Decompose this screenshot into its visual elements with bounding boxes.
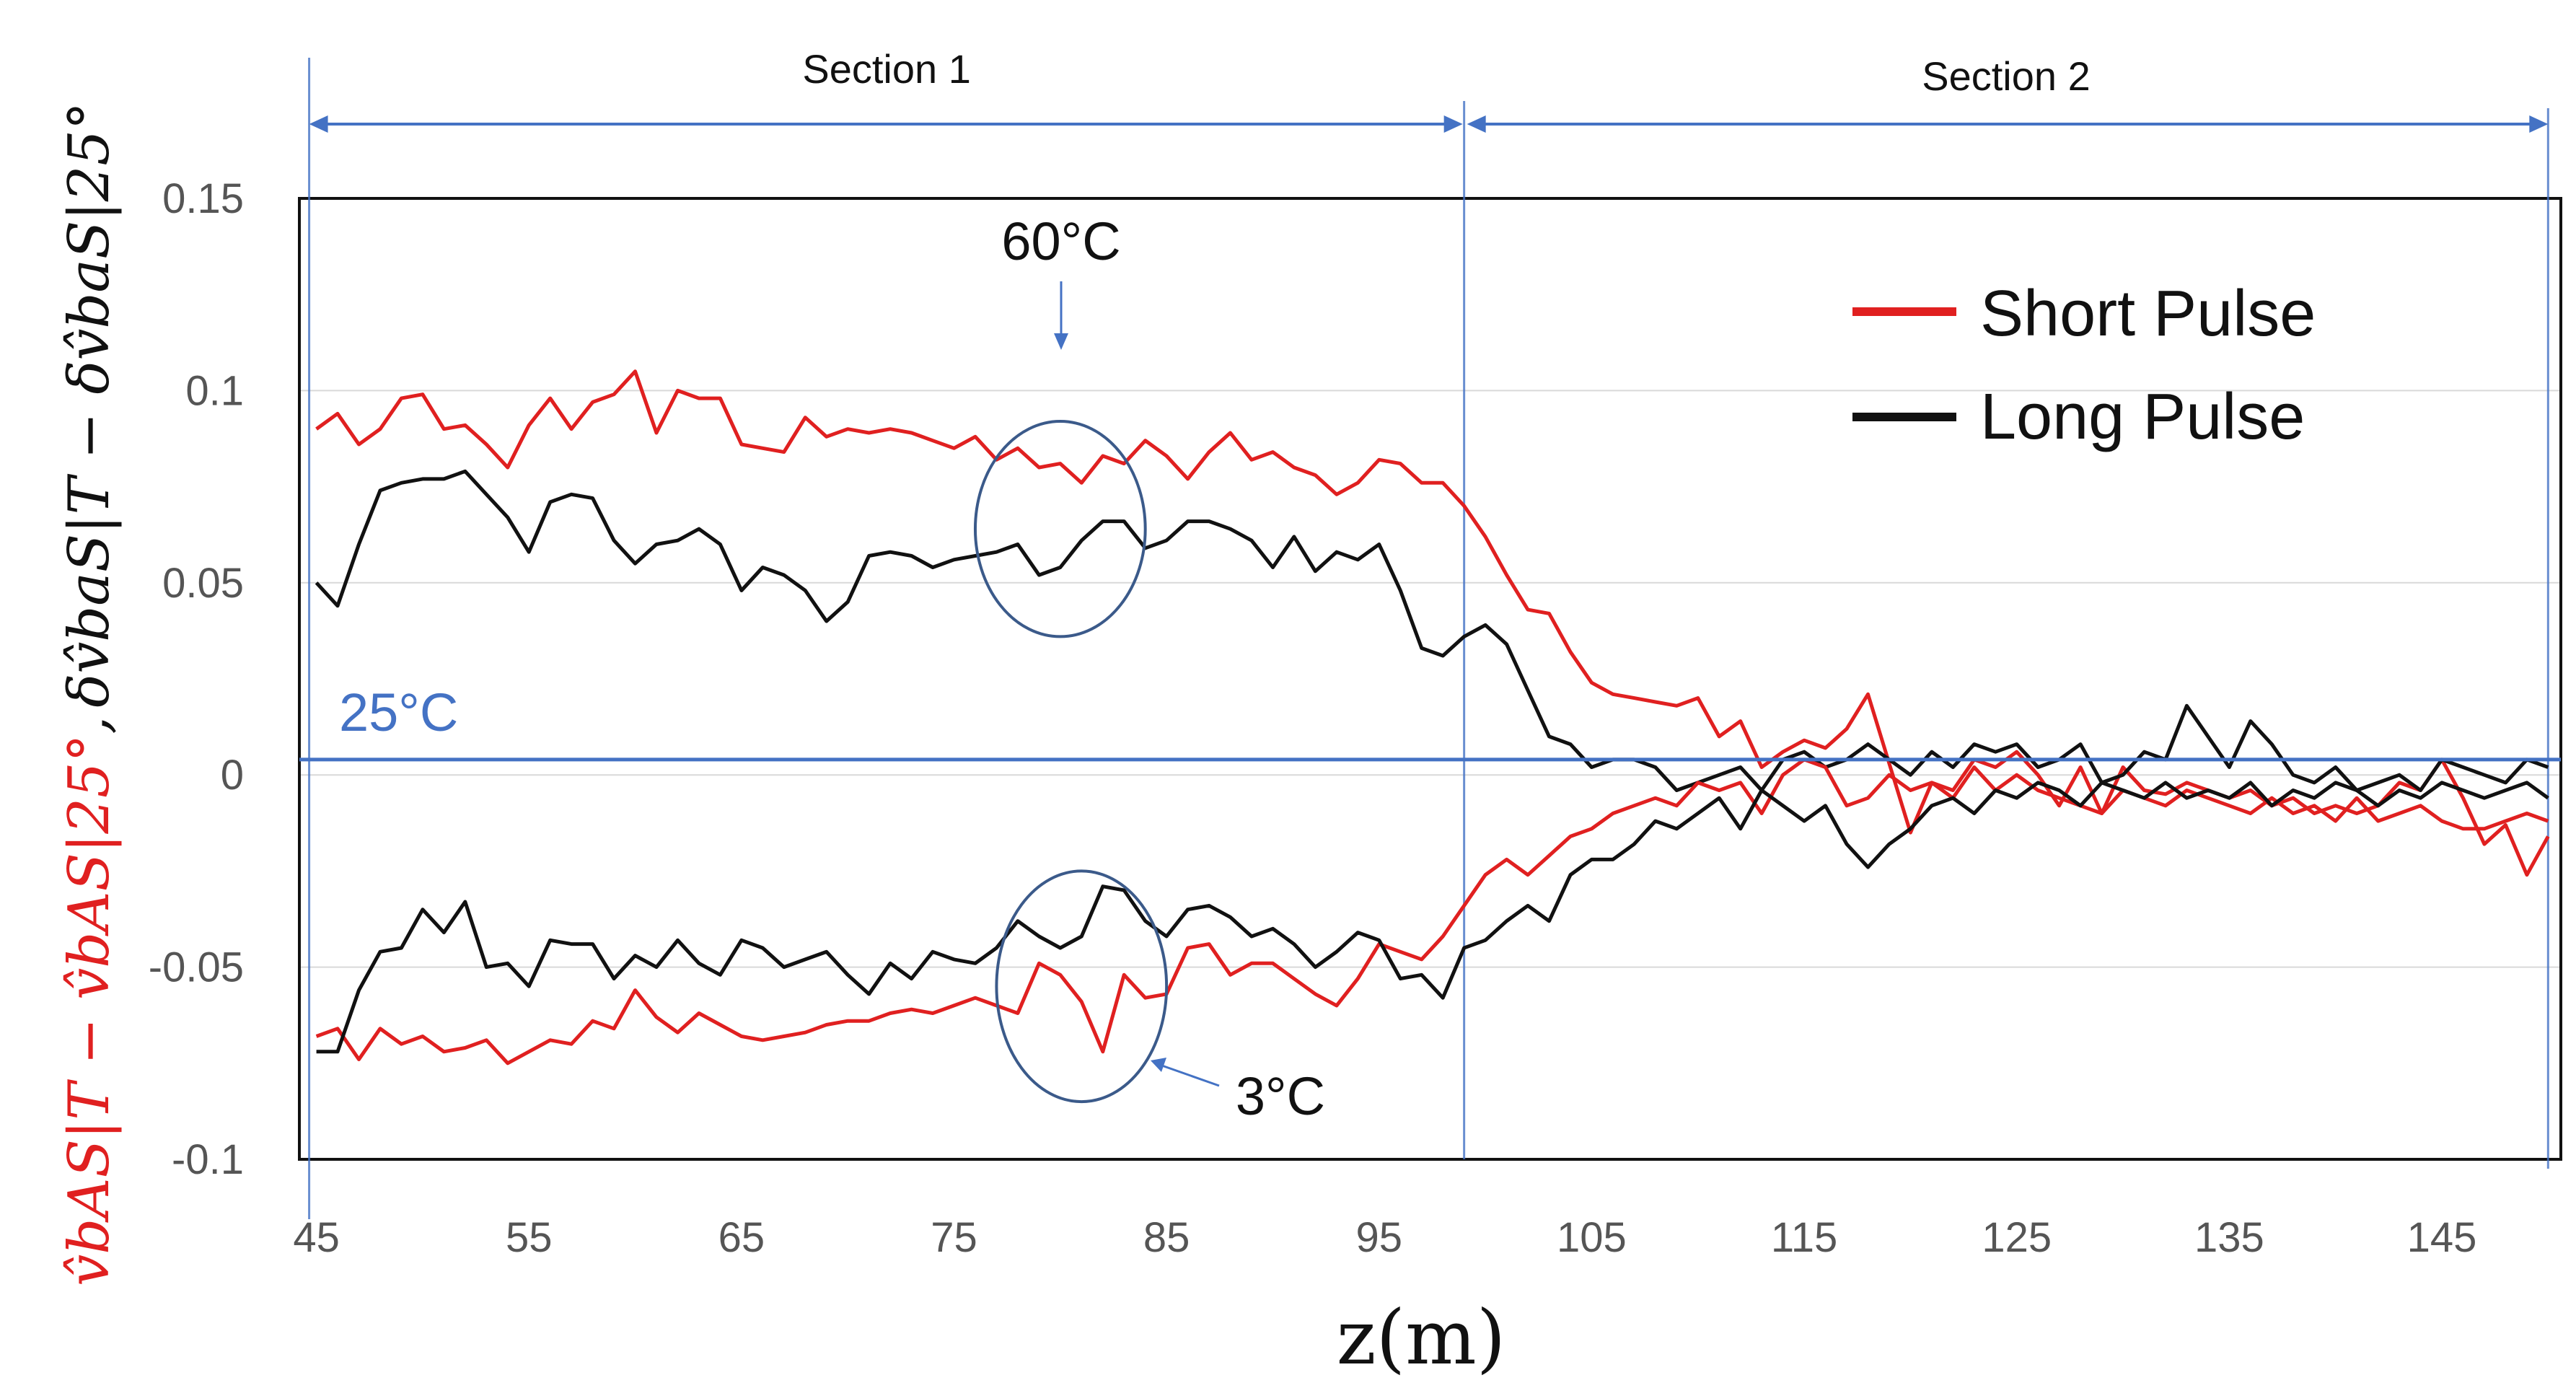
legend-label-short-pulse: Short Pulse — [1980, 278, 2316, 350]
y-tick-label: 0.15 — [162, 175, 244, 222]
x-tick-label: 145 — [2407, 1214, 2477, 1261]
annotation-60c-arrowhead — [1054, 333, 1068, 350]
y-tick-label: -0.05 — [149, 944, 244, 991]
annotation-3c-arrow — [1157, 1063, 1220, 1087]
annotation-3c-label: 3°C — [1236, 1066, 1325, 1126]
x-tick-label: 65 — [718, 1214, 765, 1261]
plot-area-frame — [298, 197, 2562, 1161]
annotation-60c-label: 60°C — [1001, 211, 1120, 271]
x-tick-label: 95 — [1356, 1214, 1403, 1261]
series-line-long-pulse-lower — [316, 781, 2549, 1054]
series-line-long-pulse-upper — [315, 469, 2549, 792]
section-1-label: Section 1 — [802, 46, 971, 92]
y-tick-label: 0.1 — [185, 367, 244, 414]
y-axis-label-separator: , — [57, 716, 122, 734]
y-tick-label: -0.1 — [172, 1136, 244, 1183]
x-tick-label: 75 — [931, 1214, 977, 1261]
x-axis-ticks: 45 55 65 75 85 95 105 115 125 135 145 — [293, 1214, 2476, 1261]
x-tick-label: 135 — [2194, 1214, 2264, 1261]
y-axis-label-red: v̂bAS|T − v̂bAS|25° — [57, 734, 122, 1286]
x-tick-label: 45 — [293, 1214, 340, 1261]
y-axis-label-black: δv̂baS|T − δv̂baS|25° — [57, 102, 122, 708]
x-tick-label: 55 — [506, 1214, 553, 1261]
section-2-label: Section 2 — [1922, 53, 2091, 99]
y-axis-label: v̂bAS|T − v̂bAS|25°, δv̂baS|T − δv̂baS|25… — [57, 102, 122, 1286]
section-arrowhead — [2529, 115, 2549, 133]
x-axis-label: z(m) — [1337, 1293, 1506, 1382]
x-tick-label: 85 — [1143, 1214, 1190, 1261]
gridlines — [299, 390, 2561, 968]
legend-label-long-pulse: Long Pulse — [1980, 381, 2305, 453]
series-line-short-pulse-lower — [315, 757, 2549, 1066]
x-tick-label: 125 — [1982, 1214, 2052, 1261]
reference-label-25c: 25°C — [339, 682, 458, 742]
x-tick-label: 115 — [1771, 1214, 1837, 1261]
annotation-3c-ellipse — [995, 869, 1169, 1104]
section-arrowhead — [1443, 115, 1463, 133]
section-arrowhead — [309, 115, 328, 133]
y-axis-ticks: 0.15 0.1 0.05 0 -0.05 -0.1 — [149, 175, 244, 1183]
y-tick-label: 0.05 — [162, 560, 244, 607]
section-markers: Section 1 Section 2 — [308, 46, 2549, 1219]
y-tick-label: 0 — [221, 752, 244, 799]
series-layer — [315, 369, 2550, 1066]
annotation-60c-ellipse — [973, 420, 1147, 638]
x-tick-label: 105 — [1557, 1214, 1627, 1261]
section-arrowhead — [1467, 115, 1486, 133]
annotation-3c-arrowhead — [1151, 1058, 1166, 1072]
legend: Short Pulse Long Pulse — [1852, 278, 2316, 453]
